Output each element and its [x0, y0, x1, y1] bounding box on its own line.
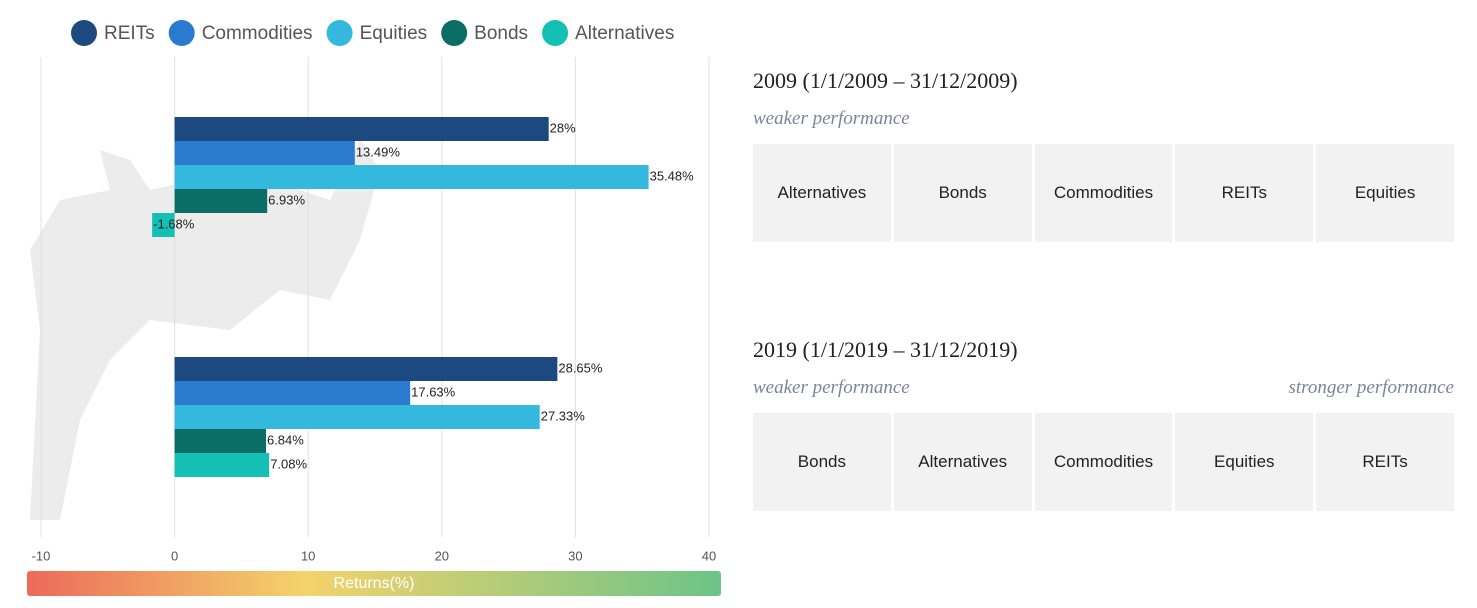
x-tick-label: 10 — [301, 548, 315, 563]
panel: 2019 (1/1/2019 – 31/12/2019) weaker perfo… — [753, 337, 1454, 606]
ranking-box: REITs — [1175, 144, 1314, 242]
value-label: 17.63% — [411, 384, 456, 399]
weaker-label: weaker performance — [753, 377, 910, 398]
ranking-box: Bonds — [753, 413, 891, 511]
legend-marker — [168, 20, 195, 46]
bar — [174, 141, 355, 165]
value-label: 28% — [550, 120, 576, 135]
ranking-box: Equities — [1316, 144, 1454, 242]
value-label: 27.33% — [541, 408, 586, 423]
bar — [174, 117, 549, 141]
bar — [174, 429, 266, 453]
bull-decoration — [30, 140, 380, 520]
value-label: 13.49% — [356, 144, 401, 159]
bar — [152, 213, 175, 237]
x-tick-label: 0 — [171, 548, 178, 563]
x-tick-label: 40 — [702, 548, 716, 563]
legend-label: Equities — [360, 23, 428, 44]
ranking-box: Bonds — [893, 144, 1032, 242]
performance-scale: weaker performance stronger performance — [753, 377, 1454, 413]
ranking-row: Alternatives Bonds Commodities REITs Equitie… — [753, 144, 1454, 242]
value-label: 6.93% — [268, 192, 305, 207]
axis-title-bar — [27, 571, 721, 596]
x-tick-label: -10 — [32, 548, 51, 563]
ranking-row: Bonds Alternatives Commodities Equities REIT… — [753, 413, 1454, 511]
value-label: 7.08% — [270, 456, 307, 471]
panel-title: 2009 (1/1/2009 – 31/12/2009) — [753, 68, 1018, 93]
x-tick-label: 20 — [435, 548, 449, 563]
weaker-label: weaker performance — [753, 108, 910, 129]
x-tick-label: 30 — [568, 548, 582, 563]
value-label: 28.65% — [558, 360, 603, 375]
legend-label: Bonds — [474, 23, 528, 44]
bar — [174, 453, 270, 477]
panel-title: 2019 (1/1/2019 – 31/12/2019) — [753, 337, 1018, 362]
bar — [174, 405, 540, 429]
legend-marker — [71, 20, 97, 46]
legend-label: Alternatives — [575, 23, 674, 44]
value-label: -1.68% — [153, 216, 195, 231]
legend-marker — [441, 20, 468, 46]
bar — [174, 381, 411, 405]
ranking-box: Alternatives — [753, 144, 891, 242]
legend-marker — [326, 20, 353, 46]
ranking-box: Equities — [1175, 413, 1314, 511]
bar — [174, 189, 268, 213]
value-label: 6.84% — [267, 432, 304, 447]
ranking-box: Alternatives — [893, 413, 1032, 511]
stronger-label: stronger performance — [1288, 377, 1454, 398]
bar — [174, 357, 558, 381]
performance-scale: weaker performance — [753, 108, 1454, 144]
panel: 2009 (1/1/2009 – 31/12/2009) weaker perfo… — [753, 68, 1454, 337]
value-label: 35.48% — [650, 168, 695, 183]
legend-label: Commodities — [202, 23, 313, 44]
legend-marker — [542, 20, 569, 46]
x-axis-title: Returns(%) — [334, 575, 415, 592]
legend-label: REITs — [104, 23, 155, 44]
ranking-box: REITs — [1316, 413, 1454, 511]
panels: 2009 (1/1/2009 – 31/12/2009) weaker perfo… — [753, 68, 1454, 606]
ranking-box: Commodities — [1034, 144, 1173, 242]
ranking-box: Commodities — [1034, 413, 1173, 511]
bar — [174, 165, 649, 189]
chart: Returns(%) -10 0 10 20 30 40 28% 28.65% 13.49% 17… — [27, 20, 721, 596]
